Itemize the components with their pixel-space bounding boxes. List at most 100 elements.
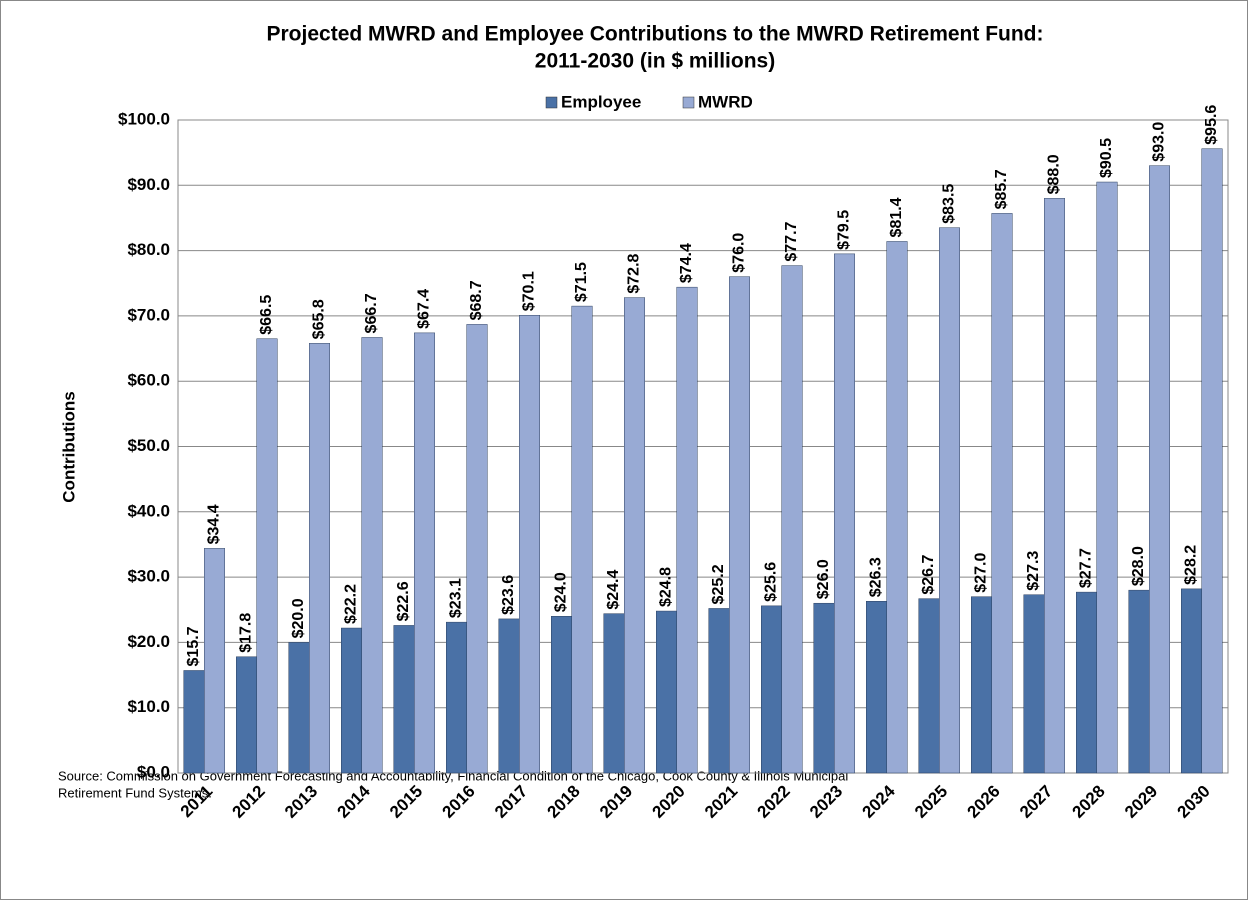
y-tick-label: $80.0 [127, 240, 170, 259]
value-label: $83.5 [941, 184, 958, 224]
value-label: $67.4 [416, 289, 433, 329]
value-label: $27.7 [1078, 548, 1095, 588]
bar [1044, 198, 1065, 774]
chart-title: Projected MWRD and Employee Contribution… [267, 23, 1044, 46]
legend-swatch [682, 96, 695, 109]
bar [1096, 181, 1118, 774]
y-tick-label: $20.0 [127, 632, 170, 651]
bar [551, 616, 572, 774]
y-axis-label: Contributions [59, 391, 78, 502]
bar [624, 297, 645, 774]
bar [1149, 165, 1170, 774]
bar [866, 601, 887, 774]
value-label: $26.7 [920, 555, 937, 595]
value-label: $22.6 [395, 581, 412, 621]
bar [341, 627, 362, 774]
bar [236, 656, 257, 774]
bar [1076, 591, 1097, 774]
bar [781, 265, 803, 774]
value-label: $25.2 [710, 564, 727, 604]
value-label: $27.0 [973, 553, 990, 593]
bar [939, 227, 960, 774]
value-label: $15.7 [185, 626, 202, 666]
value-label: $90.5 [1098, 138, 1115, 178]
bar [446, 621, 467, 774]
bar [1181, 588, 1202, 774]
value-label: $76.0 [731, 233, 748, 273]
y-tick-label: $60.0 [127, 371, 170, 390]
bar [676, 286, 698, 774]
y-tick-label: $0.0 [137, 762, 170, 781]
value-label: $77.7 [783, 221, 800, 261]
bar [603, 613, 625, 774]
bar [813, 602, 835, 774]
value-label: $65.8 [311, 299, 328, 339]
value-label: $26.0 [815, 559, 832, 599]
value-label: $79.5 [836, 210, 853, 250]
legend-label: MWRD [698, 92, 753, 111]
plot-frame [177, 119, 1229, 774]
bar [466, 324, 488, 774]
value-label: $88.0 [1046, 154, 1063, 194]
bar [361, 337, 383, 774]
value-label: $34.4 [206, 504, 223, 544]
chart-title: 2011-2030 (in $ millions) [535, 50, 775, 73]
value-label: $23.6 [500, 575, 517, 615]
bar [204, 548, 225, 774]
value-label: $26.3 [868, 557, 885, 597]
value-label: $66.5 [258, 295, 275, 335]
value-label: $23.1 [448, 578, 465, 618]
value-label: $28.0 [1130, 546, 1147, 586]
bar [971, 596, 992, 774]
bar [918, 598, 940, 774]
value-label: $66.7 [363, 293, 380, 333]
bar [414, 332, 435, 774]
value-label: $17.8 [238, 613, 255, 653]
value-label: $93.0 [1151, 122, 1168, 162]
y-tick-label: $100.0 [118, 109, 170, 128]
value-label: $95.6 [1203, 105, 1220, 145]
y-tick-label: $10.0 [127, 697, 170, 716]
bar [183, 670, 205, 774]
bar [708, 608, 730, 774]
value-label: $68.7 [468, 280, 485, 320]
value-label: $72.8 [626, 253, 643, 293]
value-label: $70.1 [521, 271, 538, 311]
source-note: Retirement Fund Systems. [58, 785, 212, 800]
bar [498, 618, 520, 774]
value-label: $24.8 [658, 567, 675, 607]
bar [729, 276, 750, 774]
value-label: $25.6 [763, 562, 780, 602]
value-label: $27.3 [1025, 551, 1042, 591]
legend-label: Employee [561, 92, 641, 111]
bar [1128, 589, 1150, 774]
bar [571, 305, 593, 774]
y-tick-label: $50.0 [127, 436, 170, 455]
y-tick-label: $40.0 [127, 501, 170, 520]
value-label: $22.2 [343, 584, 360, 624]
bar [1023, 594, 1045, 774]
y-tick-label: $30.0 [127, 567, 170, 586]
bar [256, 338, 278, 774]
value-label: $24.4 [605, 570, 622, 610]
value-label: $71.5 [573, 262, 590, 302]
bar [886, 241, 908, 774]
bar [991, 213, 1013, 774]
bar [393, 625, 415, 774]
bar [288, 642, 310, 774]
value-label: $85.7 [993, 169, 1010, 209]
bar [519, 314, 540, 774]
y-tick-label: $90.0 [127, 175, 170, 194]
bar [761, 605, 782, 774]
legend-swatch [545, 96, 558, 109]
value-label: $74.4 [678, 243, 695, 283]
bar [834, 253, 855, 774]
value-label: $81.4 [888, 197, 905, 237]
value-label: $20.0 [290, 598, 307, 638]
value-label: $28.2 [1183, 545, 1200, 585]
bar [309, 343, 330, 774]
y-tick-label: $70.0 [127, 305, 170, 324]
bar [656, 610, 677, 774]
value-label: $24.0 [553, 572, 570, 612]
